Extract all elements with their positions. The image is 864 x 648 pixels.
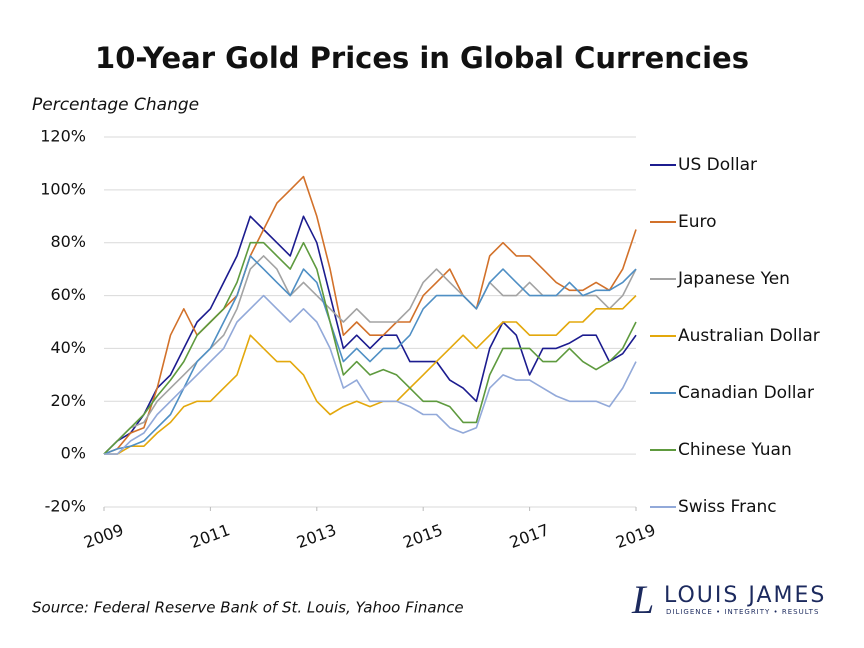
legend-label: Euro — [678, 212, 717, 232]
legend-label: Swiss Franc — [678, 497, 777, 517]
legend-label: Chinese Yuan — [678, 440, 792, 460]
series-line — [103, 215, 637, 455]
legend-label: Japanese Yen — [677, 269, 790, 289]
y-tick-label: 100% — [40, 179, 86, 198]
series-line — [103, 175, 637, 455]
x-tick-label: 2019 — [613, 520, 658, 552]
series-line — [103, 255, 637, 455]
y-axis-label: Percentage Change — [32, 95, 199, 115]
x-tick-label: 2017 — [507, 520, 552, 552]
brand-tagline: DILIGENCE • INTEGRITY • RESULTS — [666, 608, 819, 616]
x-tick-label: 2011 — [188, 520, 233, 552]
series-line — [104, 294, 637, 455]
legend-label: Canadian Dollar — [678, 383, 814, 403]
y-tick-label: 80% — [50, 232, 86, 251]
y-tick-label: 60% — [50, 285, 86, 304]
series-line — [103, 241, 637, 455]
chart-title: 10-Year Gold Prices in Global Currencies — [95, 41, 749, 75]
y-tick-label: 0% — [61, 444, 86, 463]
brand-name: LOUIS JAMES — [664, 583, 826, 608]
x-tick-label: 2009 — [81, 520, 126, 552]
x-tick-label: 2013 — [294, 520, 339, 552]
x-tick-label: 2015 — [400, 520, 445, 552]
series-line — [103, 255, 637, 455]
series-line — [104, 295, 637, 455]
y-tick-label: 20% — [50, 391, 86, 410]
brand-mark: L — [631, 577, 654, 622]
legend-label: US Dollar — [678, 155, 757, 175]
y-tick-label: -20% — [45, 497, 86, 516]
y-tick-label: 120% — [40, 127, 86, 146]
legend-label: Australian Dollar — [678, 326, 820, 346]
y-tick-label: 40% — [50, 338, 86, 357]
source: Source: Federal Reserve Bank of St. Loui… — [32, 599, 464, 617]
